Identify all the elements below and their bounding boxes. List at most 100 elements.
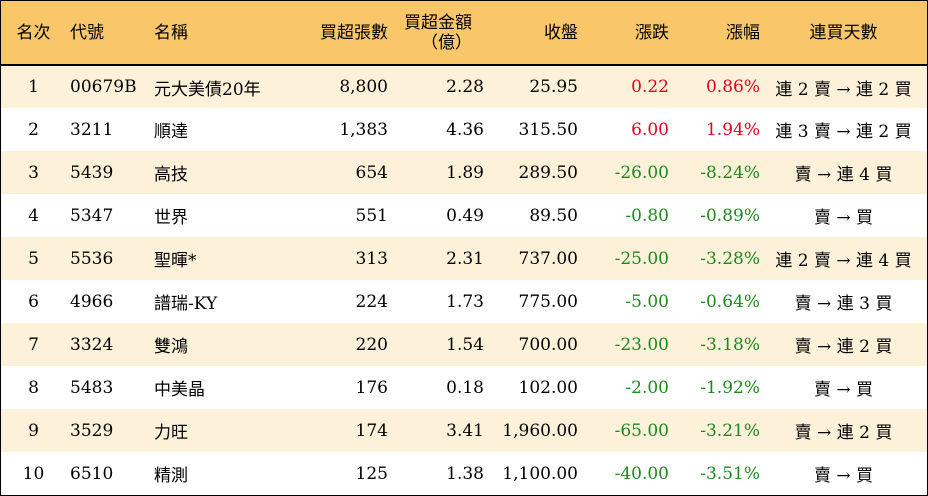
- cell-name: 高技: [154, 165, 188, 185]
- cell-change: -5.00: [625, 291, 669, 312]
- cell-code: 3529: [70, 420, 114, 441]
- table-row: 8 5483 中美晶 176 0.18 102.00 -2.00 -1.92% 賣 → 買: [1, 366, 927, 409]
- cell-rank: 6: [28, 291, 39, 312]
- cell-change-pct: -3.18%: [700, 334, 760, 355]
- cell-consecutive-days: 賣 → 連 2 買: [794, 337, 893, 357]
- cell-code: 4966: [70, 291, 114, 312]
- header-change-pct: 漲幅: [669, 1, 760, 66]
- cell-change: 0.22: [631, 77, 669, 97]
- cell-rank: 10: [22, 463, 45, 484]
- cell-close: 1,100.00: [502, 463, 578, 484]
- table-row: 7 3324 雙鴻 220 1.54 700.00 -23.00 -3.18% 賣 → 連 2 …: [1, 323, 927, 366]
- table-header-row: 名次 代號 名稱 買超張數 買超金額 （億） 收盤 漲跌 漲幅 連買天數: [1, 1, 927, 66]
- cell-net-buy-lots: 174: [355, 420, 388, 441]
- table-row: 4 5347 世界 551 0.49 89.50 -0.80 -0.89% 賣 → 買: [1, 194, 927, 237]
- header-rank: 名次: [1, 1, 66, 66]
- cell-change-pct: 1.94%: [705, 119, 760, 140]
- cell-consecutive-days: 賣 → 買: [813, 466, 874, 486]
- table-row: 10 6510 精測 125 1.38 1,100.00 -40.00 -3.51% 賣 → 買: [1, 452, 927, 495]
- cell-consecutive-days: 賣 → 連 3 買: [794, 294, 893, 314]
- cell-rank: 2: [28, 119, 39, 140]
- cell-rank: 5: [28, 248, 39, 269]
- cell-change-pct: -0.64%: [700, 291, 760, 312]
- cell-change: 6.00: [631, 119, 669, 140]
- cell-change: -0.80: [625, 205, 669, 226]
- cell-code: 5439: [70, 162, 114, 183]
- cell-change: -40.00: [614, 463, 669, 484]
- cell-consecutive-days: 賣 → 買: [813, 208, 874, 228]
- cell-net-buy-lots: 176: [355, 377, 388, 398]
- cell-net-buy-amount: 4.36: [446, 119, 484, 140]
- cell-net-buy-lots: 654: [355, 162, 388, 183]
- cell-name: 世界: [154, 208, 188, 228]
- cell-code: 3211: [70, 119, 114, 140]
- cell-net-buy-lots: 224: [355, 291, 388, 312]
- header-net-buy-lots: 買超張數: [290, 1, 388, 66]
- cell-net-buy-lots: 1,383: [339, 119, 388, 140]
- cell-net-buy-amount: 1.38: [446, 463, 484, 484]
- cell-name: 雙鴻: [154, 337, 188, 357]
- cell-close: 1,960.00: [502, 420, 578, 441]
- table-row: 1 00679B 元大美債20年 8,800 2.28 25.95 0.22 0.86% 連 2…: [1, 65, 927, 108]
- cell-change-pct: 0.86%: [705, 77, 760, 97]
- cell-code: 5536: [70, 248, 114, 269]
- cell-close: 289.50: [518, 162, 578, 183]
- cell-change-pct: -3.28%: [700, 248, 760, 269]
- table-row: 2 3211 順達 1,383 4.36 315.50 6.00 1.94% 連 3 賣 → 連…: [1, 108, 927, 151]
- cell-name: 力旺: [154, 423, 188, 443]
- table-row: 9 3529 力旺 174 3.41 1,960.00 -65.00 -3.21% 賣 → 連 …: [1, 409, 927, 452]
- cell-consecutive-days: 連 2 賣 → 連 4 買: [775, 251, 912, 271]
- cell-close: 737.00: [518, 248, 578, 269]
- cell-name: 中美晶: [154, 380, 205, 400]
- header-consecutive-days: 連買天數: [760, 1, 927, 66]
- header-change: 漲跌: [578, 1, 669, 66]
- table-row: 6 4966 譜瑞-KY 224 1.73 775.00 -5.00 -0.64% 賣 → 連 …: [1, 280, 927, 323]
- cell-net-buy-amount: 1.54: [446, 334, 484, 355]
- cell-consecutive-days: 連 2 賣 → 連 2 買: [775, 79, 912, 100]
- cell-net-buy-lots: 313: [355, 248, 388, 269]
- cell-code: 3324: [70, 334, 114, 355]
- cell-net-buy-amount: 2.31: [446, 248, 484, 269]
- header-net-buy-amount-line2: （億）: [421, 32, 472, 53]
- header-net-buy-amount-line1: 買超金額: [404, 12, 472, 33]
- cell-net-buy-amount: 0.49: [446, 205, 484, 226]
- cell-name: 聖暉*: [154, 251, 197, 271]
- cell-net-buy-lots: 551: [355, 205, 388, 226]
- cell-close: 89.50: [529, 205, 578, 226]
- cell-consecutive-days: 賣 → 買: [813, 380, 874, 400]
- header-net-buy-amount: 買超金額 （億）: [388, 1, 486, 66]
- cell-rank: 8: [28, 377, 39, 398]
- cell-change: -2.00: [625, 377, 669, 398]
- cell-net-buy-lots: 8,800: [339, 77, 388, 97]
- cell-name: 順達: [154, 122, 188, 142]
- cell-close: 775.00: [518, 291, 578, 312]
- cell-net-buy-amount: 3.41: [446, 420, 484, 441]
- cell-name: 譜瑞-KY: [154, 294, 218, 314]
- cell-consecutive-days: 賣 → 連 2 買: [794, 423, 893, 443]
- cell-code: 5483: [70, 377, 114, 398]
- cell-consecutive-days: 連 3 賣 → 連 2 買: [775, 122, 912, 142]
- cell-change-pct: -1.92%: [700, 377, 760, 398]
- cell-change-pct: -8.24%: [700, 162, 760, 183]
- cell-change-pct: -3.51%: [700, 463, 760, 484]
- cell-change: -65.00: [614, 420, 669, 441]
- cell-close: 102.00: [518, 377, 578, 398]
- cell-net-buy-lots: 125: [355, 463, 388, 484]
- cell-rank: 9: [28, 420, 39, 441]
- cell-change: -25.00: [614, 248, 669, 269]
- cell-net-buy-lots: 220: [355, 334, 388, 355]
- cell-consecutive-days: 賣 → 連 4 買: [794, 165, 893, 185]
- header-name: 名稱: [150, 1, 290, 66]
- cell-rank: 7: [28, 334, 39, 355]
- table-row: 5 5536 聖暉* 313 2.31 737.00 -25.00 -3.28% 連 2 賣 →…: [1, 237, 927, 280]
- cell-rank: 1: [28, 77, 39, 97]
- cell-net-buy-amount: 1.73: [446, 291, 484, 312]
- cell-code: 00679B: [70, 77, 137, 97]
- header-close: 收盤: [486, 1, 578, 66]
- table-body: 1 00679B 元大美債20年 8,800 2.28 25.95 0.22 0.86% 連 2…: [1, 65, 927, 495]
- table-row: 3 5439 高技 654 1.89 289.50 -26.00 -8.24% 賣 → 連 4 …: [1, 151, 927, 194]
- cell-name: 精測: [154, 466, 188, 486]
- cell-net-buy-amount: 0.18: [446, 377, 484, 398]
